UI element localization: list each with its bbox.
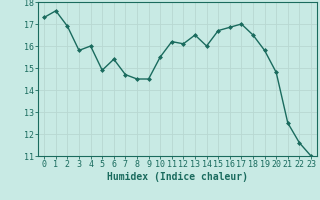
X-axis label: Humidex (Indice chaleur): Humidex (Indice chaleur) <box>107 172 248 182</box>
